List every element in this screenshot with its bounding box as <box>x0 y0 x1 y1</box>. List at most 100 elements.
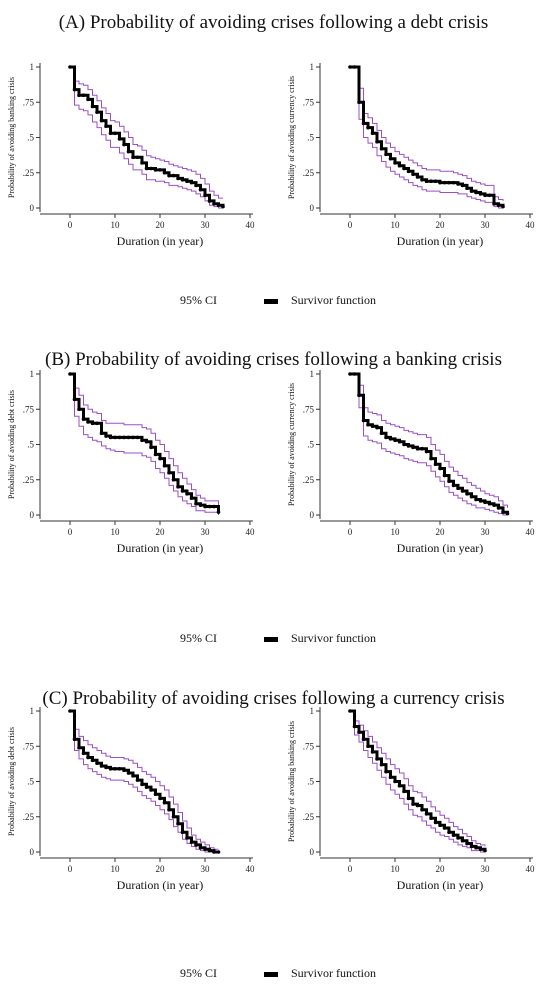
survivor-point <box>122 768 126 773</box>
survivor-point <box>68 65 72 69</box>
survivor-point <box>126 435 131 440</box>
survivor-point <box>104 434 108 438</box>
survivor-point <box>158 456 162 461</box>
ci-lower-line <box>350 373 508 516</box>
survivor-point <box>104 124 108 129</box>
x-tick-label: 20 <box>156 864 166 874</box>
x-tick-label: 10 <box>111 527 121 537</box>
survivor-point <box>393 438 397 443</box>
survivor-point <box>456 182 460 186</box>
survivor-point <box>402 166 406 171</box>
x-axis-label: Duration (in year) <box>117 234 204 248</box>
x-tick-label: 0 <box>68 220 73 230</box>
survivor-point <box>352 372 357 376</box>
survivor-point <box>469 189 474 193</box>
survivor-point <box>153 168 158 172</box>
survivor-point <box>189 496 194 500</box>
survivor-point <box>140 438 144 443</box>
survivor-point <box>496 506 501 510</box>
x-tick-label: 0 <box>348 220 353 230</box>
survivor-line <box>350 709 487 851</box>
survivor-point <box>198 845 203 850</box>
survivor-point <box>90 758 95 763</box>
y-tick-label: 0 <box>30 847 35 857</box>
survivor-point <box>126 149 131 154</box>
survivor-point <box>212 850 216 854</box>
y-tick-label: .75 <box>303 741 315 751</box>
survivor-point <box>465 186 469 191</box>
survivor-point <box>370 131 375 136</box>
survivor-point <box>505 511 510 516</box>
survivor-point <box>375 757 379 761</box>
x-tick-label: 30 <box>481 527 491 537</box>
ci-lower-line <box>350 66 503 209</box>
survivor-point <box>171 477 176 482</box>
survivor-point <box>433 820 438 825</box>
survivor-point <box>162 170 167 175</box>
y-tick-label: .25 <box>303 168 315 178</box>
survivor-point <box>406 796 411 801</box>
survivor-point <box>135 435 140 440</box>
survivor-point <box>72 397 77 402</box>
survivor-point <box>113 435 117 440</box>
survivor-point <box>460 838 465 843</box>
x-tick-label: 30 <box>201 864 211 874</box>
x-tick-label: 20 <box>156 220 166 230</box>
panel-a-title: (A) Probability of avoiding crises follo… <box>58 12 489 33</box>
y-axis-label: Probability of avoiding banking crisis <box>7 77 16 198</box>
legend-survivor-label: Survivor function <box>291 293 376 307</box>
legend-c: 95% CI Survivor function <box>0 966 547 986</box>
survivor-point <box>402 442 406 447</box>
survivor-point <box>113 767 117 771</box>
survivor-point <box>176 485 180 489</box>
survivor-point <box>469 844 474 849</box>
survivor-point <box>487 193 492 198</box>
y-axis-label: Probability of avoiding debt crisis <box>7 727 16 836</box>
panel-c-title: (C) Probability of avoiding crises follo… <box>42 688 505 709</box>
x-tick-label: 40 <box>246 220 256 230</box>
survivor-point <box>81 417 86 421</box>
ci-lower-line <box>70 710 219 853</box>
x-tick-label: 30 <box>481 220 491 230</box>
survivor-point <box>352 65 357 69</box>
survivor-point <box>474 497 478 502</box>
survivor-point <box>140 782 144 787</box>
survivor-point <box>456 486 460 491</box>
survivor-point <box>420 807 424 812</box>
ci-lower-line <box>70 66 223 209</box>
y-tick-label: .25 <box>23 168 35 178</box>
survivor-point <box>348 372 352 376</box>
x-axis-label: Duration (in year) <box>117 878 204 892</box>
survivor-point <box>113 131 117 136</box>
survivor-point <box>99 118 104 123</box>
survivor-point <box>375 139 379 144</box>
y-tick-label: .25 <box>303 812 315 822</box>
survivor-point <box>140 161 144 165</box>
survivor-point <box>144 785 149 789</box>
survivor-point <box>379 431 384 436</box>
panel-b-title: (B) Probability of avoiding crises follo… <box>45 349 502 370</box>
x-tick-label: 20 <box>436 527 446 537</box>
y-tick-label: 0 <box>310 847 315 857</box>
survivor-point <box>483 500 487 505</box>
survivor-point <box>117 137 122 141</box>
survivor-point <box>68 372 72 376</box>
legend-ci-label: 95% CI <box>180 631 217 645</box>
survivor-point <box>357 730 361 734</box>
survivor-point <box>180 830 185 835</box>
survivor-point <box>393 779 397 784</box>
ci-upper-line <box>70 66 223 199</box>
x-tick-label: 20 <box>436 864 446 874</box>
y-tick-label: .5 <box>27 777 34 787</box>
survivor-line <box>70 65 225 207</box>
survivor-line <box>70 709 219 854</box>
survivor-point <box>402 789 406 794</box>
legend-a: 95% CI Survivor function <box>0 293 547 313</box>
y-tick-label: .5 <box>307 133 314 143</box>
survivor-point <box>415 175 420 179</box>
survivor-point <box>384 435 388 440</box>
survivor-point <box>397 439 402 444</box>
